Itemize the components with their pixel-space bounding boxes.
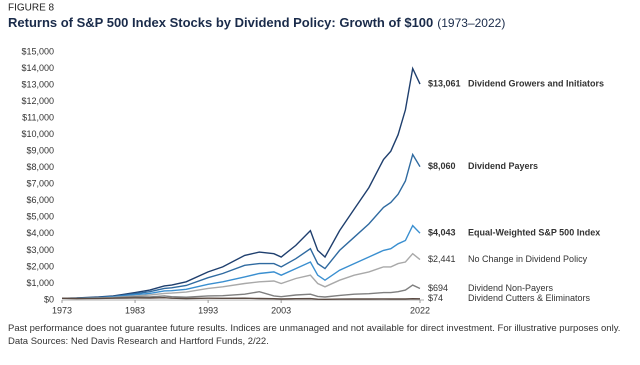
legend-label: Equal-Weighted S&P 500 Index xyxy=(468,228,600,238)
series-line xyxy=(61,66,421,299)
y-tick-label: $9,000 xyxy=(26,146,54,156)
y-tick-label: $7,000 xyxy=(26,179,54,189)
legend-label: Dividend Cutters & Eliminators xyxy=(468,293,591,303)
legend-label: Dividend Growers and Initiators xyxy=(468,78,604,88)
x-tick-label: 1993 xyxy=(198,305,218,315)
y-tick-label: $12,000 xyxy=(21,96,54,106)
series-line xyxy=(62,252,421,299)
x-tick-label: 1983 xyxy=(125,305,145,315)
y-tick-label: $11,000 xyxy=(22,113,54,123)
footnote: Past performance does not guarantee futu… xyxy=(8,323,621,347)
end-value-label: $2,441 xyxy=(428,254,456,264)
series-line xyxy=(61,224,421,299)
title-line: Returns of S&P 500 Index Stocks by Divid… xyxy=(8,15,505,30)
x-tick-label: 2022 xyxy=(410,305,430,315)
y-tick-label: $3,000 xyxy=(26,245,54,255)
y-tick-label: $6,000 xyxy=(26,195,54,205)
x-tick-label: 2003 xyxy=(271,305,291,315)
y-tick-label: $4,000 xyxy=(26,228,54,238)
y-tick-label: $10,000 xyxy=(21,129,54,139)
chart-title: Returns of S&P 500 Index Stocks by Divid… xyxy=(8,15,433,30)
y-tick-label: $1,000 xyxy=(26,278,54,288)
legend-label: Dividend Non-Payers xyxy=(468,283,554,293)
end-value-label: $74 xyxy=(428,293,443,303)
y-tick-label: $13,000 xyxy=(21,79,54,89)
footnote-box: Past performance does not guarantee futu… xyxy=(8,323,621,347)
y-tick-label: $14,000 xyxy=(21,63,54,73)
series-line xyxy=(61,152,421,299)
series-line xyxy=(61,284,421,300)
y-tick-label: $2,000 xyxy=(26,261,54,271)
end-value-label: $694 xyxy=(428,283,448,293)
legend-label: No Change in Dividend Policy xyxy=(468,254,588,264)
y-tick-label: $8,000 xyxy=(26,162,54,172)
y-tick-label: $5,000 xyxy=(26,212,54,222)
series-line xyxy=(61,296,421,301)
legend-label: Dividend Payers xyxy=(468,161,538,171)
end-value-label: $8,060 xyxy=(428,161,456,171)
end-value-label: $13,061 xyxy=(428,78,461,88)
x-tick-label: 1973 xyxy=(52,305,72,315)
y-tick-label: $0 xyxy=(44,294,54,304)
figure-label: FIGURE 8 xyxy=(8,3,55,14)
y-tick-label: $15,000 xyxy=(21,46,54,56)
chart-subtitle: (1973–2022) xyxy=(437,16,505,30)
end-value-label: $4,043 xyxy=(428,228,456,238)
